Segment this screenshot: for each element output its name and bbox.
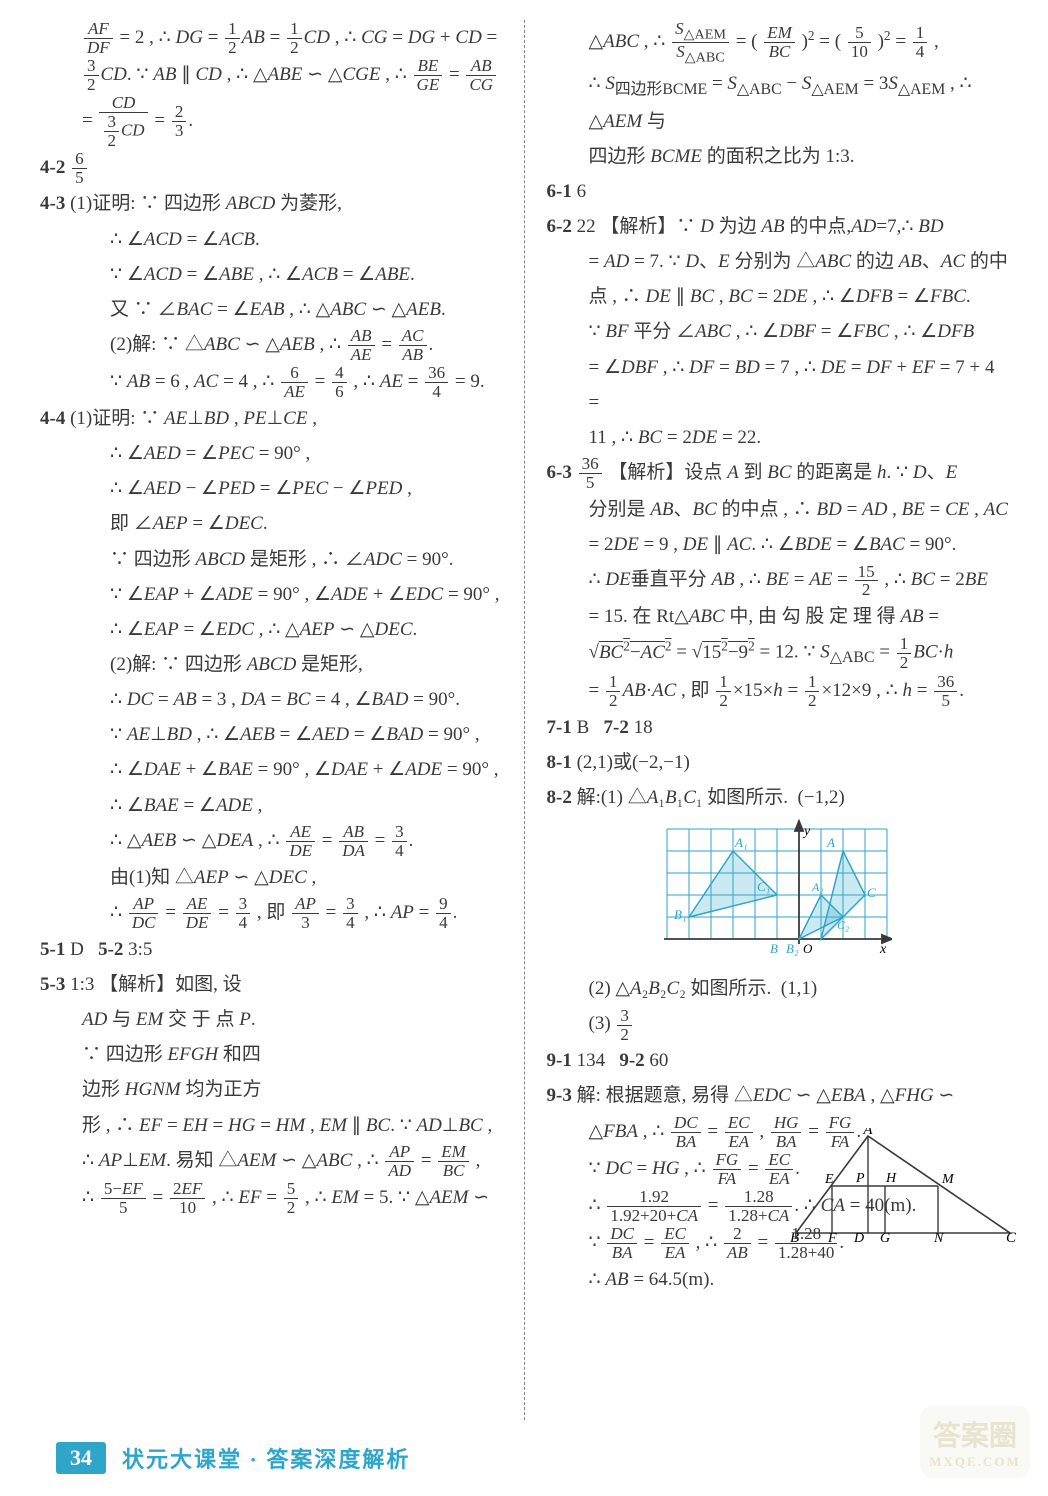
q-6-2: 6-2 22 【解析】∵ D 为边 AB 的中点,AD=7,∴ BD [547, 209, 1009, 244]
left-column: AFDF = 2 , ∴ DG = 12AB = 12CD , ∴ CG = D… [40, 20, 525, 1420]
math-line: = AD = 7. ∵ D、E 分别为 △ABC 的边 AB、AC 的中 [547, 244, 1009, 279]
math-line: ∵ 四边形 EFGH 和四 [40, 1037, 502, 1072]
svg-text:C: C [867, 885, 876, 900]
math-line: ∵ DC = HG , ∴ FGFA = ECEA. [547, 1151, 1009, 1188]
svg-text:B: B [770, 941, 778, 956]
math-line: = ∠DBF , ∴ DF = BD = 7 , ∴ DE = DF + EF … [547, 350, 1009, 420]
math-line: 11 , ∴ BC = 2DE = 22. [547, 420, 1009, 455]
svg-text:x: x [879, 942, 887, 957]
math-line: ∴ ∠ACD = ∠ACB. [40, 222, 502, 257]
math-line: (2)解: ∵ △ABC ∽ △AEB , ∴ ABAE = ACAB. [40, 327, 502, 364]
math-line: ∴ ∠BAE = ∠ADE , [40, 788, 502, 823]
ans-8-1: 8-1 (2,1)或(−2,−1) [547, 745, 1009, 780]
footer-title: 状元大课堂 · 答案深度解析 [122, 1442, 410, 1474]
ans-4-2: 4-2 65 [40, 150, 502, 187]
math-line: = CD32CD = 23. [40, 94, 502, 150]
math-line: ∵ AE⊥BD , ∴ ∠AEB = ∠AED = ∠BAD = 90° , [40, 717, 502, 752]
svg-text:C₂: C₂ [837, 918, 849, 932]
math-line: ∴ △AEB ∽ △DEA , ∴ AEDE = ABDA = 34. [40, 823, 502, 860]
math-line: (2)解: ∵ 四边形 ABCD 是矩形, [40, 647, 502, 682]
math-line: AD 与 EM 交 于 点 P. [40, 1002, 502, 1037]
svg-text:O: O [803, 941, 813, 956]
watermark-main: 答案圈 [933, 1414, 1017, 1454]
math-line: ∴ 5−EF5 = 2EF10 , ∴ EF = 52 , ∴ EM = 5. … [40, 1180, 502, 1217]
svg-text:B₁: B₁ [674, 907, 686, 922]
svg-text:A₁: A₁ [734, 835, 747, 850]
math-line: 32CD. ∵ AB ∥ CD , ∴ △ABE ∽ △CGE , ∴ BEGE… [40, 57, 502, 94]
math-line: ∴ 1.921.92+20+CA = 1.281.28+CA. ∴ CA = 4… [547, 1188, 1009, 1225]
q-8-2: 8-2 解:(1) △A₁B₁C₁ 如图所示. (−1,2) [547, 780, 1009, 815]
math-line: △ABC , ∴ S△AEMS△ABC = ( EMBC )2 = ( 510 … [547, 20, 1009, 66]
math-line: ∴ DC = AB = 3 , DA = BC = 4 , ∠BAD = 90°… [40, 682, 502, 717]
math-line: ∴ APDC = AEDE = 34 , 即 AP3 = 34 , ∴ AP =… [40, 895, 502, 932]
q-9-3: 9-3 解: 根据题意, 易得 △EDC ∽ △EBA , △FHG ∽ [547, 1078, 1009, 1113]
figure-8-2: A₁ y A C₁ A₂ C B₁ B B₂ O x C₂ [662, 819, 892, 969]
math-line: ∵ 四边形 ABCD 是矩形 , ∴ ∠ADC = 90°. [40, 542, 502, 577]
math-line: (2) △A₂B₂C₂ 如图所示. (1,1) [547, 971, 1009, 1006]
math-line: 又 ∵ ∠BAC = ∠EAB , ∴ △ABC ∽ △AEB. [40, 292, 502, 327]
math-line: ∵ DCBA = ECEA , ∴ 2AB = 1.281.28+40. [547, 1225, 1009, 1262]
svg-text:B₂: B₂ [786, 941, 799, 956]
footer: 34 状元大课堂 · 答案深度解析 [0, 1442, 1048, 1474]
right-column: △ABC , ∴ S△AEMS△ABC = ( EMBC )2 = ( 510 … [525, 20, 1009, 1420]
svg-text:C₁: C₁ [757, 879, 770, 894]
math-line: 边形 HGNM 均为正方 [40, 1072, 502, 1107]
math-line: 由(1)知 △AEP ∽ △DEC , [40, 860, 502, 895]
math-line: ∴ ∠EAP = ∠EDC , ∴ △AEP ∽ △DEC. [40, 612, 502, 647]
watermark: 答案圈 MXQE.COM [920, 1406, 1030, 1478]
math-line: = 12AB·AC , 即 12×15×h = 12×12×9 , ∴ h = … [547, 673, 1009, 710]
page-number: 34 [56, 1442, 106, 1474]
math-line: ∴ DE垂直平分 AB , ∴ BE = AE = 152 , ∴ BC = 2… [547, 562, 1009, 599]
q-6-3: 6-3 365 【解析】设点 A 到 BC 的距离是 h. ∵ D、E [547, 455, 1009, 492]
math-line: 分别是 AB、BC 的中点 , ∴ BD = AD , BE = CE , AC [547, 492, 1009, 527]
svg-text:A₂: A₂ [811, 880, 824, 894]
math-line: 即 ∠AEP = ∠DEC. [40, 506, 502, 541]
math-line: √BC2−AC2 = √152−92 = 12. ∵ S△ABC = 12BC·… [547, 634, 1009, 672]
math-line: ∵ ∠ACD = ∠ABE , ∴ ∠ACB = ∠ABE. [40, 257, 502, 292]
math-line: 点 , ∴ DE ∥ BC , BC = 2DE , ∴ ∠DFB = ∠FBC… [547, 279, 1009, 314]
math-line: ∴ AB = 64.5(m). [547, 1262, 1009, 1297]
ans-7: 7-1 B 7-2 18 [547, 710, 1009, 745]
math-line: △FBA , ∴ DCBA = ECEA , HGBA = FGFA. [547, 1114, 1009, 1151]
ans-6-1: 6-1 6 [547, 174, 1009, 209]
svg-text:A: A [826, 835, 835, 850]
math-line: AFDF = 2 , ∴ DG = 12AB = 12CD , ∴ CG = D… [40, 20, 502, 57]
math-line: (3) 32 [547, 1006, 1009, 1043]
math-line: ∴ AP⊥EM. 易知 △AEM ∽ △ABC , ∴ APAD = EMBC … [40, 1143, 502, 1180]
math-line: ∵ AB = 6 , AC = 4 , ∴ 6AE = 46 , ∴ AE = … [40, 364, 502, 401]
math-line: = 15. 在 Rt△ABC 中, 由 勾 股 定 理 得 AB = [547, 599, 1009, 634]
math-line: ∴ ∠AED − ∠PED = ∠PEC − ∠PED , [40, 471, 502, 506]
svg-text:y: y [802, 824, 811, 839]
q-5-3: 5-3 1:3 【解析】如图, 设 [40, 967, 502, 1002]
math-line: = 2DE = 9 , DE ∥ AC. ∴ ∠BDE = ∠BAC = 90°… [547, 527, 1009, 562]
q-4-4: 4-4 (1)证明: ∵ AE⊥BD , PE⊥CE , [40, 401, 502, 436]
watermark-sub: MXQE.COM [929, 1454, 1020, 1470]
math-line: 四边形 BCME 的面积之比为 1:3. [547, 139, 1009, 174]
page: AFDF = 2 , ∴ DG = 12AB = 12CD , ∴ CG = D… [0, 0, 1048, 1430]
ans-5-1-5-2: 5-1 D 5-2 3:5 [40, 932, 502, 967]
math-line: ∵ ∠EAP + ∠ADE = 90° , ∠ADE + ∠EDC = 90° … [40, 577, 502, 612]
ans-9: 9-1 134 9-2 60 [547, 1043, 1009, 1078]
math-line: 形 , ∴ EF = EH = HG = HM , EM ∥ BC. ∵ AD⊥… [40, 1108, 502, 1143]
math-line: ∵ BF 平分 ∠ABC , ∴ ∠DBF = ∠FBC , ∴ ∠DFB [547, 314, 1009, 349]
math-line: ∴ S四边形BCME = S△ABC − S△AEM = 3S△AEM , ∴ … [547, 66, 1009, 139]
math-line: ∴ ∠DAE + ∠BAE = 90° , ∠DAE + ∠ADE = 90° … [40, 752, 502, 787]
math-line: ∴ ∠AED = ∠PEC = 90° , [40, 436, 502, 471]
q-4-3: 4-3 (1)证明: ∵ 四边形 ABCD 为菱形, [40, 186, 502, 221]
